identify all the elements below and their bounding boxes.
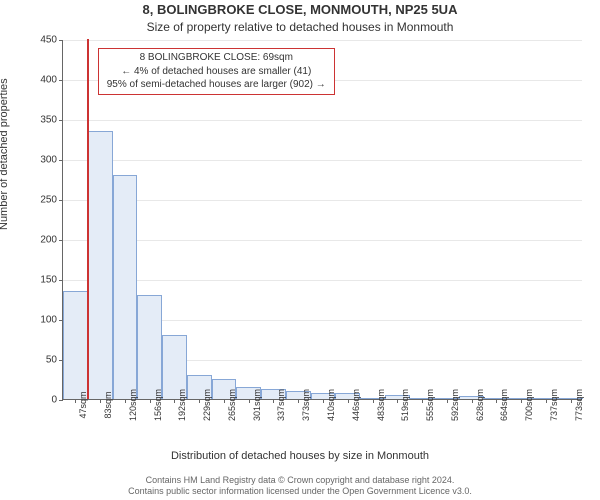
xtick-mark — [298, 399, 299, 403]
plot-area: 05010015020025030035040045047sqm83sqm120… — [62, 40, 582, 400]
ytick-label: 150 — [40, 275, 57, 286]
xtick-label: 301sqm — [252, 389, 262, 421]
xtick-mark — [273, 399, 274, 403]
gridline — [63, 280, 582, 281]
xtick-mark — [422, 399, 423, 403]
xtick-label: 592sqm — [450, 389, 460, 421]
xtick-mark — [249, 399, 250, 403]
xtick-mark — [447, 399, 448, 403]
y-axis-label: Number of detached properties — [0, 78, 10, 230]
xtick-mark — [496, 399, 497, 403]
xtick-label: 628sqm — [475, 389, 485, 421]
xtick-mark — [150, 399, 151, 403]
gridline — [63, 40, 582, 41]
ytick-label: 250 — [40, 195, 57, 206]
xtick-label: 229sqm — [202, 389, 212, 421]
footer-line-1: Contains HM Land Registry data © Crown c… — [146, 475, 455, 485]
ytick-mark — [59, 400, 63, 401]
xtick-label: 337sqm — [276, 389, 286, 421]
xtick-label: 156sqm — [153, 389, 163, 421]
xtick-label: 83sqm — [103, 391, 113, 418]
xtick-mark — [373, 399, 374, 403]
xtick-mark — [521, 399, 522, 403]
bar — [137, 295, 162, 399]
ytick-label: 300 — [40, 155, 57, 166]
xtick-label: 265sqm — [227, 389, 237, 421]
marker-annotation: 8 BOLINGBROKE CLOSE: 69sqm← 4% of detach… — [98, 48, 335, 95]
gridline — [63, 200, 582, 201]
gridline — [63, 240, 582, 241]
footer-text: Contains HM Land Registry data © Crown c… — [0, 475, 600, 498]
ytick-mark — [59, 160, 63, 161]
gridline — [63, 160, 582, 161]
bar — [88, 131, 113, 399]
footer-line-2: Contains public sector information licen… — [128, 486, 472, 496]
ytick-label: 50 — [46, 355, 57, 366]
xtick-mark — [571, 399, 572, 403]
marker-annotation-line: 8 BOLINGBROKE CLOSE: 69sqm — [107, 51, 326, 65]
marker-annotation-line: ← 4% of detached houses are smaller (41) — [107, 65, 326, 79]
ytick-label: 0 — [51, 395, 57, 406]
xtick-mark — [323, 399, 324, 403]
bar — [63, 291, 88, 399]
xtick-label: 773sqm — [574, 389, 584, 421]
chart-subtitle: Size of property relative to detached ho… — [0, 20, 600, 34]
ytick-mark — [59, 240, 63, 241]
ytick-label: 100 — [40, 315, 57, 326]
x-axis-label: Distribution of detached houses by size … — [0, 450, 600, 462]
xtick-mark — [546, 399, 547, 403]
xtick-mark — [100, 399, 101, 403]
xtick-mark — [75, 399, 76, 403]
xtick-label: 737sqm — [549, 389, 559, 421]
xtick-label: 373sqm — [301, 389, 311, 421]
xtick-label: 483sqm — [376, 389, 386, 421]
bar — [113, 175, 138, 399]
ytick-mark — [59, 40, 63, 41]
xtick-label: 446sqm — [351, 389, 361, 421]
ytick-label: 200 — [40, 235, 57, 246]
xtick-label: 519sqm — [400, 389, 410, 421]
xtick-mark — [199, 399, 200, 403]
xtick-mark — [174, 399, 175, 403]
gridline — [63, 120, 582, 121]
ytick-mark — [59, 280, 63, 281]
marker-annotation-line: 95% of semi-detached houses are larger (… — [107, 78, 326, 92]
ytick-mark — [59, 200, 63, 201]
ytick-label: 450 — [40, 35, 57, 46]
ytick-label: 400 — [40, 75, 57, 86]
chart-container: 8, BOLINGBROKE CLOSE, MONMOUTH, NP25 5UA… — [0, 0, 600, 500]
chart-title: 8, BOLINGBROKE CLOSE, MONMOUTH, NP25 5UA — [0, 2, 600, 17]
xtick-mark — [125, 399, 126, 403]
xtick-mark — [348, 399, 349, 403]
xtick-mark — [472, 399, 473, 403]
xtick-label: 555sqm — [425, 389, 435, 421]
ytick-mark — [59, 120, 63, 121]
marker-line — [87, 39, 89, 399]
xtick-mark — [224, 399, 225, 403]
xtick-label: 410sqm — [326, 389, 336, 421]
xtick-label: 664sqm — [499, 389, 509, 421]
xtick-mark — [397, 399, 398, 403]
ytick-mark — [59, 80, 63, 81]
xtick-label: 120sqm — [128, 389, 138, 421]
xtick-label: 192sqm — [177, 389, 187, 421]
ytick-label: 350 — [40, 115, 57, 126]
xtick-label: 700sqm — [524, 389, 534, 421]
